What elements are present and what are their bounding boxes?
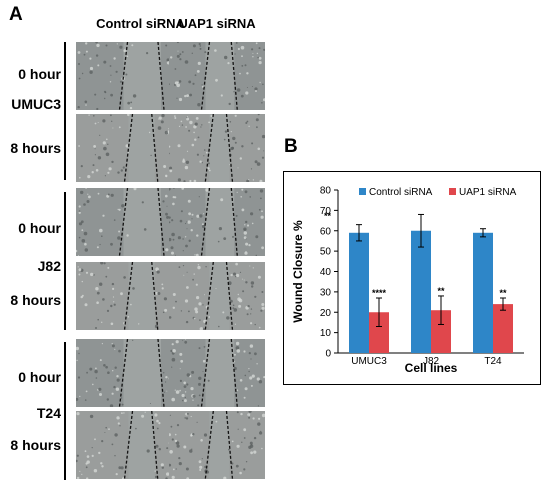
cell-line-label: J82	[37, 258, 61, 274]
time-label: 8 hours	[10, 292, 61, 308]
y-tick-label: 70	[320, 206, 332, 217]
time-label: 0 hour	[18, 66, 61, 82]
wound-micrograph	[169, 188, 265, 256]
bar	[369, 312, 389, 353]
bar	[473, 232, 493, 353]
legend-swatch	[359, 188, 366, 195]
wound-micrograph	[169, 262, 265, 330]
wound-micrograph	[169, 339, 265, 407]
y-tick-label: 40	[320, 267, 332, 278]
wound-micrograph	[169, 42, 265, 110]
y-tick-label: 60	[320, 226, 332, 237]
y-axis-label: Wound Closure %	[291, 220, 305, 323]
bar	[493, 304, 513, 353]
y-tick-label: 0	[325, 349, 331, 360]
x-tick-label: UMUC3	[351, 356, 387, 367]
significance-label: **	[499, 288, 507, 298]
bar	[431, 310, 451, 353]
cell-line-label: T24	[36, 405, 61, 421]
x-tick-label: T24	[484, 356, 502, 367]
significance-label: **	[437, 286, 445, 296]
significance-label: ****	[372, 288, 387, 298]
col-header-uap1: UAP1 siRNA	[178, 16, 256, 31]
cell-line-label: UMUC3	[11, 96, 61, 112]
chart-frame: 0 10 20 30 40 50 60 70 80 Wound Closure % Cell lin…	[283, 171, 541, 385]
y-tick-label: 80	[320, 186, 332, 197]
bar	[349, 232, 369, 353]
panel-b-letter: B	[284, 136, 298, 157]
time-label: 0 hour	[18, 369, 61, 385]
legend-label: Control siRNA	[369, 187, 433, 198]
legend-swatch	[449, 188, 456, 195]
group-bar-umuc3	[64, 42, 66, 180]
legend-label: UAP1 siRNA	[459, 187, 517, 198]
x-tick-label: J82	[423, 356, 440, 367]
time-label: 8 hours	[10, 437, 61, 453]
y-tick-label: 10	[320, 328, 332, 339]
annotation-label: **	[324, 211, 332, 221]
col-header-control: Control siRNA	[96, 16, 185, 31]
group-bar-t24	[64, 342, 66, 480]
panel-a-letter: A	[9, 4, 23, 25]
y-tick-label: 20	[320, 308, 332, 319]
wound-closure-chart: 0 10 20 30 40 50 60 70 80 Wound Closure % Cell lin…	[291, 186, 524, 375]
wound-micrograph	[169, 114, 265, 182]
group-bar-j82	[64, 192, 66, 330]
time-label: 0 hour	[18, 220, 61, 236]
time-label: 8 hours	[10, 140, 61, 156]
y-tick-label: 50	[320, 247, 332, 258]
y-tick-label: 30	[320, 287, 332, 298]
wound-micrograph	[169, 411, 265, 479]
x-axis-label: Cell lines	[405, 361, 458, 375]
bar	[411, 230, 431, 353]
